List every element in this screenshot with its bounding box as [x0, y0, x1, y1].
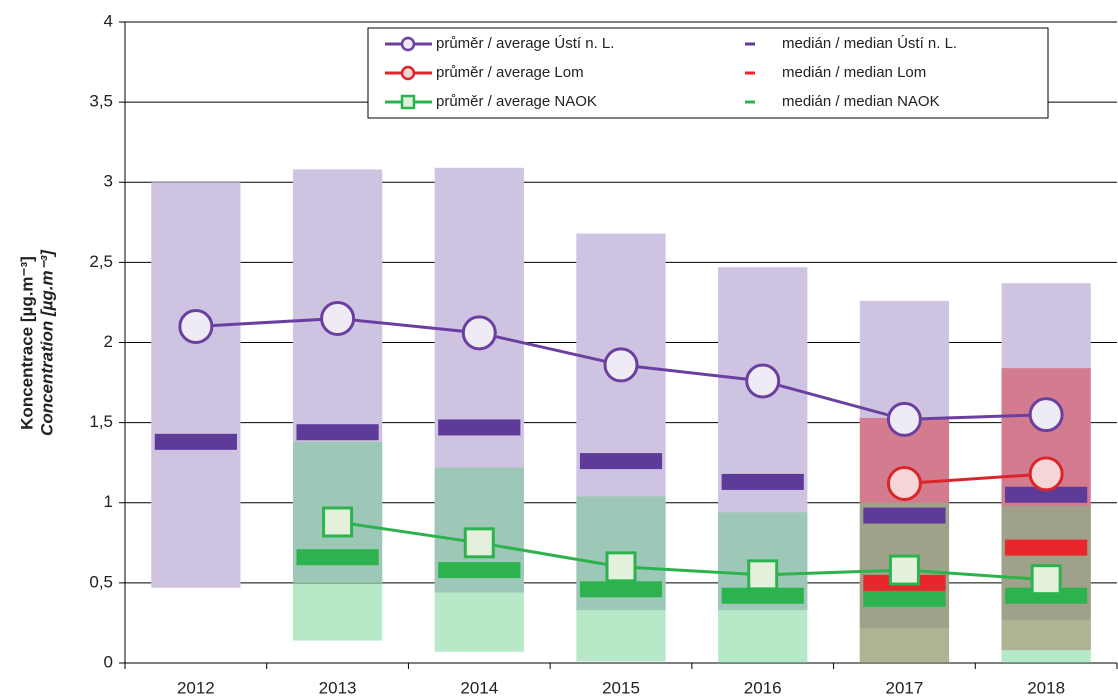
y-tick-label: 3: [104, 172, 113, 191]
median-bar: [1005, 539, 1088, 556]
x-tick-label: 2015: [602, 678, 640, 697]
average-marker: [886, 401, 922, 437]
average-marker: [745, 363, 781, 399]
x-tick-label: 2016: [744, 678, 782, 697]
median-bar: [721, 473, 804, 490]
x-tick-label: 2013: [319, 678, 357, 697]
average-line: [337, 520, 1047, 582]
average-marker: [603, 347, 639, 383]
y-tick-label: 0: [104, 652, 113, 671]
average-marker: [888, 554, 920, 586]
legend: průměr / average Ústí n. L. průměr / aver…: [367, 27, 1049, 119]
legend-marker: [400, 36, 416, 52]
range-bar: [292, 441, 383, 641]
range-bar: [434, 467, 524, 652]
range-bar: [434, 167, 524, 593]
median-bar: [863, 590, 946, 607]
median-bar: [721, 587, 804, 604]
median-bar: [579, 581, 663, 598]
legend-box: [367, 27, 1049, 119]
median-bar: [863, 507, 946, 524]
legend-label: medián / median NAOK: [782, 93, 940, 110]
average-line: [904, 472, 1047, 486]
median-bar: [296, 549, 379, 566]
y-label-cz: Koncentrace [µg.m⁻³]: [17, 256, 36, 430]
legend-label: průměr / average NAOK: [436, 93, 597, 110]
y-tick-label: 2,5: [89, 252, 113, 271]
y-tick-label: 0,5: [89, 572, 113, 591]
y-tick-label: 1,5: [89, 412, 113, 431]
x-tick-label: 2018: [1027, 678, 1065, 697]
x-tick-label: 2014: [460, 678, 498, 697]
average-marker: [322, 506, 354, 538]
average-marker: [461, 315, 497, 351]
median-bar: [438, 419, 521, 436]
x-tick-label: 2012: [177, 678, 215, 697]
range-bar: [718, 267, 808, 611]
median-bar: [438, 562, 521, 579]
average-marker: [1030, 564, 1062, 596]
legend-label: průměr / average Ústí n. L.: [436, 35, 614, 52]
average-marker: [463, 527, 495, 559]
legend-marker: [400, 94, 416, 110]
y-tick-label: 4: [104, 11, 113, 30]
range-bar: [859, 417, 950, 663]
legend-label: medián / median Ústí n. L.: [782, 35, 957, 52]
average-marker: [178, 308, 214, 344]
y-tick-label: 2: [104, 332, 113, 351]
y-tick-label: 3,5: [89, 92, 113, 111]
range-bar: [1001, 283, 1091, 620]
legend-marker: [400, 65, 416, 81]
average-marker: [320, 300, 356, 336]
average-marker: [605, 551, 637, 583]
legend-label: průměr / average Lom: [436, 64, 584, 81]
average-marker: [747, 559, 779, 591]
median-bar: [154, 433, 237, 450]
range-bar: [576, 233, 666, 611]
average-marker: [1028, 456, 1064, 492]
y-tick-label: 1: [104, 492, 113, 511]
median-bar: [1005, 486, 1088, 503]
average-marker: [886, 466, 922, 502]
median-bar: [1005, 587, 1088, 604]
range-bar: [151, 182, 241, 588]
legend-label: medián / median Lom: [782, 64, 926, 81]
median-bar: [296, 424, 379, 441]
median-bar: [579, 453, 663, 470]
y-label-en: Concentration [µg.m⁻³]: [37, 249, 56, 436]
x-tick-label: 2017: [886, 678, 924, 697]
y-axis-label: Koncentrace [µg.m⁻³] Concentration [µg.m…: [17, 249, 56, 436]
average-marker: [1028, 397, 1064, 433]
